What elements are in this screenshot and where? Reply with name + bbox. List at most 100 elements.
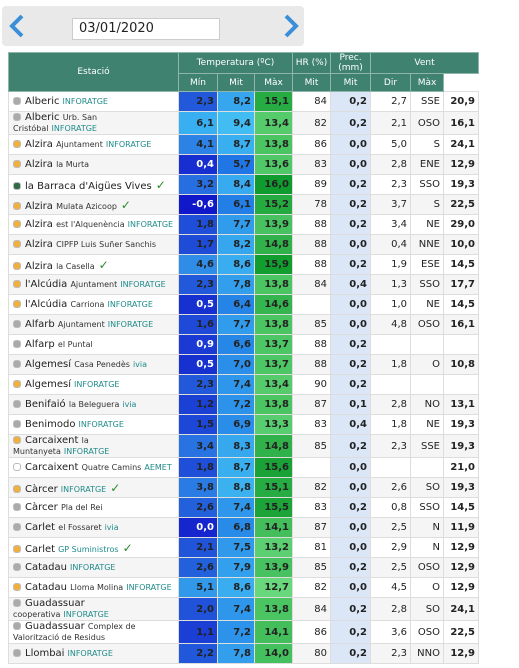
value-cell: 3,2 [178, 174, 218, 195]
value-cell: 13,8 [254, 314, 293, 335]
header-sub: Mit [330, 73, 371, 92]
station-name: Algemesí [25, 379, 72, 390]
station-row: Alfarp el Puntal 0,9 6,6 13,7 88 0,2 [8, 334, 479, 355]
value-cell: 14,5 [443, 294, 479, 315]
station-place: Carriona [70, 300, 105, 309]
value-cell: 0,0 [330, 234, 371, 255]
station-row: Carcaixent la Muntanyeta INFORATGE 3,4 8,3 1… [8, 434, 479, 458]
station-source: INFORATGE [62, 97, 108, 106]
value-cell: 81 [292, 537, 331, 558]
value-cell: 12,9 [443, 154, 479, 175]
value-cell: 12,9 [443, 643, 479, 664]
station-place: el Puntal [57, 340, 93, 349]
station-name: Carcaixent [25, 435, 79, 447]
value-cell: 87 [292, 517, 331, 538]
station-cell: Guadassuar Complex de Valorització de Re… [8, 620, 179, 644]
value-cell: 2,3 [178, 274, 218, 295]
value-cell: 2,8 [370, 154, 411, 175]
value-cell [410, 457, 444, 478]
value-cell: 6,8 [217, 517, 255, 538]
value-cell: 4,8 [370, 314, 411, 335]
value-cell: 2,0 [178, 597, 218, 621]
station-name: Guadassuar [25, 598, 85, 610]
station-row: Alberic INFORATGE 2,3 8,2 15,1 84 0,2 2,7 SSE 20,… [8, 91, 479, 112]
status-dot [13, 400, 21, 408]
station-source: INFORATGE [63, 447, 110, 456]
value-cell: 13,4 [254, 374, 293, 395]
value-cell: 4,6 [178, 254, 218, 275]
station-row: l'Alcúdia Ajuntament INFORATGE 2,3 7,8 13,8 8… [8, 274, 479, 295]
station-place: Lloma Molina [70, 583, 124, 592]
value-cell: 2,1 [178, 537, 218, 558]
value-cell: 7,7 [217, 314, 255, 335]
date-input[interactable]: 03/01/2020 [72, 18, 220, 40]
value-cell: 10,0 [443, 234, 479, 255]
header-station: Estació [8, 52, 179, 92]
station-name: l'Alcúdia [25, 279, 68, 290]
value-cell: 13,8 [254, 394, 293, 415]
value-cell: 0,4 [178, 154, 218, 175]
value-cell: 6,1 [217, 194, 255, 215]
header-sub: Mit [292, 73, 331, 92]
station-row: Carcaixent Quatre Camins AEMET 1,8 8,7 15,6 0… [8, 457, 479, 478]
station-row: Càrcer Pla del Rei 2,6 7,4 15,5 83 0,2 0,8 SSO 1… [8, 497, 479, 518]
station-place: Mulata Azicoop [56, 201, 117, 211]
station-cell: Alzira la Casella ✓ [8, 254, 179, 275]
value-cell: 8,7 [217, 457, 255, 478]
value-cell [443, 374, 479, 395]
value-cell: 14,6 [254, 294, 293, 315]
value-cell: 0,4 [330, 274, 371, 295]
status-dot [13, 280, 21, 288]
value-cell: 0,1 [330, 394, 371, 415]
value-cell: 0,0 [330, 154, 371, 175]
station-cell: Algemesí Casa Penedès ivia [8, 354, 179, 375]
station-cell: Carlet el Fossaret ivia [8, 517, 179, 538]
value-cell: 14,8 [254, 234, 293, 255]
value-cell: 78 [292, 194, 331, 215]
value-cell: OSO [410, 620, 444, 644]
value-cell: 89 [292, 174, 331, 195]
station-row: Benifaió la Beleguera ivia 1,2 7,2 13,8 87 0,1… [8, 394, 479, 415]
station-name: Alzira [25, 200, 53, 212]
value-cell: 6,6 [217, 334, 255, 355]
value-cell: 7,8 [217, 274, 255, 295]
station-cell: l'Alcúdia Ajuntament INFORATGE [8, 274, 179, 295]
value-cell: 16,1 [443, 314, 479, 335]
value-cell: S [410, 134, 444, 155]
value-cell: 0,2 [330, 254, 371, 275]
station-place: la Muntanyeta [13, 436, 89, 456]
station-place: Complex de Valorització de Residus [13, 622, 136, 642]
value-cell: 15,1 [254, 91, 293, 112]
value-cell: 1,8 [178, 457, 218, 478]
value-cell: 0,2 [330, 111, 371, 135]
value-cell: 82 [292, 477, 331, 498]
value-cell: 14,8 [254, 434, 293, 458]
value-cell: 12,9 [443, 557, 479, 578]
value-cell: 2,7 [370, 91, 411, 112]
value-cell: 85 [292, 314, 331, 335]
value-cell: 83 [292, 414, 331, 435]
next-arrow[interactable] [284, 14, 299, 38]
header-humidity: HR (%) [292, 52, 331, 74]
value-cell: 14,1 [254, 517, 293, 538]
status-dot [13, 220, 21, 228]
station-source: INFORATGE [107, 300, 153, 309]
value-cell: 2,8 [370, 394, 411, 415]
prev-arrow[interactable] [9, 14, 24, 38]
value-cell: ESE [410, 254, 444, 275]
value-cell: 7,5 [217, 537, 255, 558]
station-cell: Alfarp el Puntal [8, 334, 179, 355]
value-cell: 1,8 [370, 354, 411, 375]
station-name: Alfarp [25, 339, 55, 350]
station-name: Guadassuar [25, 621, 85, 633]
station-name: Càrcer [25, 502, 58, 513]
station-cell: Carcaixent Quatre Camins AEMET [8, 457, 179, 478]
status-dot [13, 97, 21, 105]
station-source: INFORATGE [78, 420, 124, 429]
verified-check: ✓ [155, 177, 166, 192]
value-cell: NO [410, 394, 444, 415]
value-cell: 86 [292, 134, 331, 155]
value-cell: 8,4 [217, 174, 255, 195]
value-cell: 15,5 [254, 497, 293, 518]
value-cell: 0,0 [330, 537, 371, 558]
